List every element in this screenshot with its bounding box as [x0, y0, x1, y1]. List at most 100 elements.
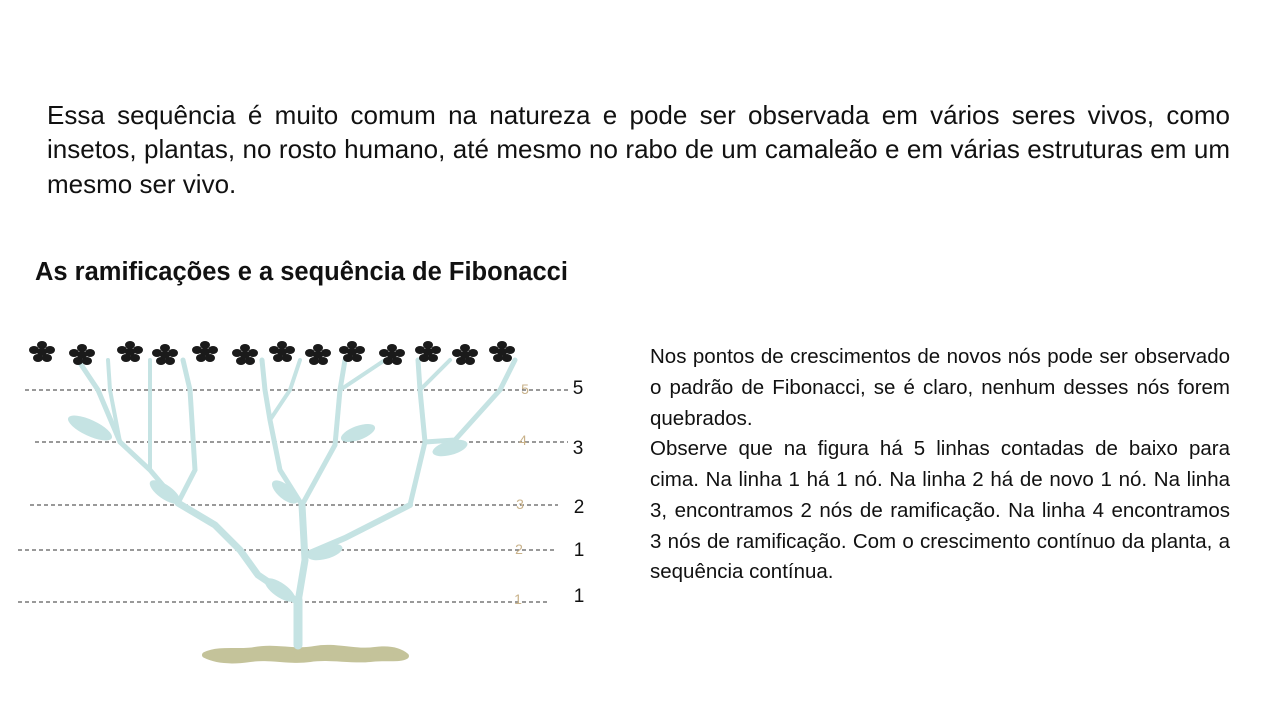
flower-petal: [460, 351, 470, 359]
flower-petal: [192, 346, 202, 354]
flower-petal: [236, 357, 246, 365]
fibonacci-plant-diagram: 5 4 3 2 1 5 3 2 1 1: [0, 320, 620, 680]
flower-petal: [273, 354, 283, 362]
flower-petal: [121, 354, 131, 362]
line-label-4: 4: [519, 432, 527, 448]
description: Nos pontos de crescimentos de novos nós …: [650, 342, 1230, 588]
intro-paragraph: Essa sequência é muito comum na natureza…: [47, 100, 1230, 199]
flower-petal: [160, 351, 170, 359]
flower-cluster: [305, 344, 331, 365]
flower-petal: [208, 346, 218, 354]
flower-cluster: [152, 344, 178, 365]
leaves: [67, 415, 468, 602]
flower-petal: [37, 341, 47, 349]
flower-petal: [196, 354, 206, 362]
leaf: [149, 480, 181, 504]
flower-petal: [37, 348, 47, 356]
dashed-lines: [18, 389, 568, 603]
flower-petal: [205, 354, 215, 362]
flower-petal: [392, 357, 402, 365]
flower-petal: [133, 346, 143, 354]
flower-petal: [82, 357, 92, 365]
flower-petal: [42, 354, 52, 362]
flower-petal: [321, 349, 331, 357]
leaf: [264, 578, 296, 602]
flower-petal: [431, 346, 441, 354]
flower-petal: [313, 351, 323, 359]
flower-cluster: [415, 341, 441, 362]
flower-petal: [419, 354, 429, 362]
flower-petal: [29, 346, 39, 354]
node-count-line-1: 1: [573, 586, 585, 607]
flower-petal: [130, 354, 140, 362]
flower-petal: [387, 344, 397, 352]
flower-petal: [456, 357, 466, 365]
flower-petal: [339, 346, 349, 354]
line-label-1: 1: [514, 591, 522, 607]
flower-petal: [309, 357, 319, 365]
flower-petal: [156, 357, 166, 365]
flower-petal: [269, 346, 279, 354]
flower-petal: [347, 348, 357, 356]
section-title: As ramificações e a sequência de Fibonac…: [35, 258, 568, 286]
flower-petal: [489, 346, 499, 354]
flower-petal: [387, 351, 397, 359]
line-label-5: 5: [521, 381, 529, 397]
flower-petal: [415, 346, 425, 354]
leaf: [271, 480, 299, 504]
flower-petal: [383, 357, 393, 365]
flower-petal: [277, 341, 287, 349]
leaf: [432, 439, 468, 457]
flowers: [29, 341, 515, 365]
flower-cluster: [117, 341, 143, 362]
flower-petal: [232, 349, 242, 357]
flower-petal: [452, 349, 462, 357]
flower-petal: [200, 348, 210, 356]
description-paragraph-2: Observe que na figura há 5 linhas contad…: [650, 437, 1230, 584]
node-count-line-3: 2: [573, 497, 585, 518]
flower-petal: [285, 346, 295, 354]
leaf: [307, 543, 343, 561]
flower-petal: [465, 357, 475, 365]
flower-petal: [160, 344, 170, 352]
flower-petal: [240, 351, 250, 359]
flower-petal: [423, 341, 433, 349]
flower-petal: [245, 357, 255, 365]
flower-petal: [85, 349, 95, 357]
flower-petal: [77, 344, 87, 352]
flower-petal: [352, 354, 362, 362]
line-label-3: 3: [516, 496, 524, 512]
flower-cluster: [269, 341, 295, 362]
branches: [75, 357, 518, 650]
node-count-line-5: 5: [572, 378, 584, 399]
flower-petal: [69, 349, 79, 357]
flower-petal: [45, 346, 55, 354]
flower-petal: [73, 357, 83, 365]
flower-petal: [395, 349, 405, 357]
flower-petal: [318, 357, 328, 365]
flower-cluster: [489, 341, 515, 362]
flower-petal: [379, 349, 389, 357]
flower-petal: [497, 341, 507, 349]
line-label-2: 2: [515, 541, 523, 557]
node-count-line-4: 3: [572, 438, 584, 459]
flower-petal: [33, 354, 43, 362]
flower-petal: [77, 351, 87, 359]
flower-petal: [502, 354, 512, 362]
leaf: [340, 423, 376, 443]
flower-petal: [505, 346, 515, 354]
flower-petal: [277, 348, 287, 356]
flower-petal: [168, 349, 178, 357]
flower-cluster: [192, 341, 218, 362]
flower-petal: [343, 354, 353, 362]
flower-petal: [125, 341, 135, 349]
leaf: [67, 415, 113, 441]
flower-petal: [248, 349, 258, 357]
flower-petal: [423, 348, 433, 356]
plant-illustration: [18, 341, 568, 664]
flower-petal: [347, 341, 357, 349]
flower-cluster: [379, 344, 405, 365]
node-count-line-2: 1: [573, 540, 585, 561]
flower-cluster: [452, 344, 478, 365]
flower-petal: [200, 341, 210, 349]
